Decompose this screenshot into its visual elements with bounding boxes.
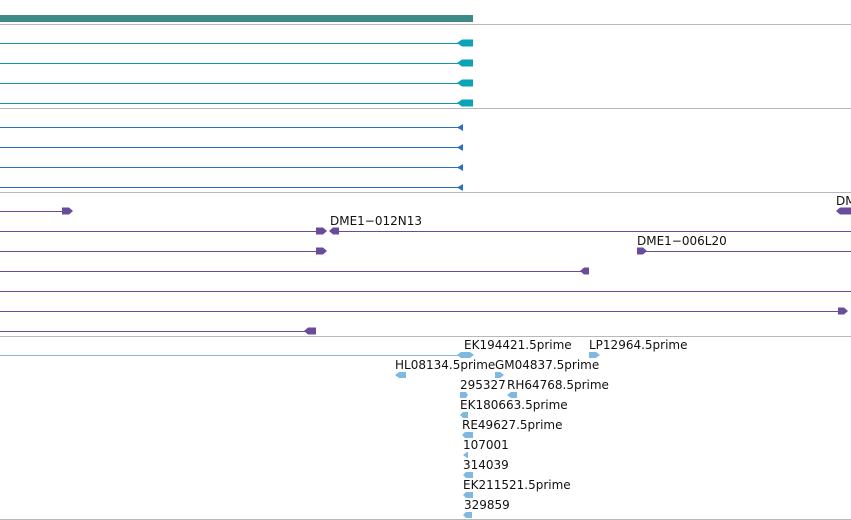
- est-feature[interactable]: [460, 412, 468, 418]
- clone-arrow: [838, 307, 848, 315]
- clone-arrow: [637, 247, 647, 255]
- track-cds: [0, 124, 463, 191]
- cds-arrow: [457, 164, 463, 171]
- transcript-exon-arrow: [457, 99, 473, 107]
- transcript-exon-arrow: [457, 39, 473, 47]
- est-label: LP12964.5prime: [589, 338, 688, 352]
- clone-label: DME1−012N13: [330, 214, 422, 228]
- est-feature[interactable]: [0, 352, 466, 358]
- clone-label: DM: [836, 194, 851, 208]
- track-gene: [0, 15, 473, 22]
- est-feature[interactable]: [463, 452, 468, 458]
- clone-feature[interactable]: [0, 247, 327, 255]
- clone-arrow: [329, 227, 339, 235]
- clone-arrow: [580, 267, 589, 275]
- est-label: EK211521.5prime: [463, 478, 571, 492]
- clone-feature[interactable]: [0, 267, 589, 275]
- est-label: 295327: [460, 378, 506, 392]
- transcript-feature[interactable]: [0, 39, 473, 47]
- est-feature[interactable]: [589, 352, 600, 358]
- clone-feature[interactable]: [0, 207, 73, 215]
- cds-feature[interactable]: [0, 164, 463, 171]
- clone-feature[interactable]: [637, 247, 851, 255]
- track-ests: EK194421.5prime LP12964.5prime HL08134.5…: [0, 338, 688, 518]
- clone-arrow: [316, 247, 327, 255]
- est-label: 107001: [463, 438, 509, 452]
- est-label: RE49627.5prime: [462, 418, 563, 432]
- est-label: EK180663.5prime: [460, 398, 568, 412]
- est-feature[interactable]: [395, 372, 406, 378]
- clone-arrow: [304, 327, 316, 335]
- clone-feature[interactable]: [836, 207, 851, 215]
- est-label: GM04837.5prime: [495, 358, 599, 372]
- est-label: EK194421.5prime: [464, 338, 572, 352]
- clone-feature[interactable]: [0, 227, 327, 235]
- est-arrow: [457, 352, 466, 358]
- clone-feature[interactable]: [0, 307, 848, 315]
- est-feature[interactable]: [463, 492, 473, 498]
- est-label: HL08134.5prime: [395, 358, 495, 372]
- track-clones: DM DME1−012N13 DME1−006L20: [0, 194, 851, 335]
- est-feature[interactable]: [495, 372, 504, 378]
- clone-feature[interactable]: [0, 327, 316, 335]
- clone-arrow: [836, 207, 851, 215]
- cds-arrow: [457, 144, 463, 151]
- cds-feature[interactable]: [0, 184, 463, 191]
- est-label: 314039: [463, 458, 509, 472]
- cds-arrow: [457, 184, 463, 191]
- est-feature[interactable]: [463, 472, 473, 478]
- clone-label: DME1−006L20: [637, 234, 727, 248]
- cds-feature[interactable]: [0, 124, 463, 131]
- est-feature[interactable]: [507, 392, 517, 398]
- transcript-feature[interactable]: [0, 59, 473, 67]
- cds-feature[interactable]: [0, 144, 463, 151]
- clone-arrow: [62, 207, 73, 215]
- cds-arrow: [457, 124, 463, 131]
- track-transcripts: [0, 39, 473, 107]
- transcript-exon-arrow: [457, 59, 473, 67]
- est-feature[interactable]: [465, 352, 474, 358]
- transcript-feature[interactable]: [0, 99, 473, 107]
- est-feature[interactable]: [460, 392, 468, 398]
- clone-arrow: [316, 227, 327, 235]
- transcript-exon-arrow: [457, 79, 473, 87]
- transcript-feature[interactable]: [0, 79, 473, 87]
- clone-feature[interactable]: [329, 227, 851, 235]
- gene-feature[interactable]: [0, 15, 473, 22]
- est-feature[interactable]: [462, 432, 473, 438]
- est-label: 329859: [464, 498, 510, 512]
- est-label: RH64768.5prime: [507, 378, 609, 392]
- est-feature[interactable]: [463, 512, 472, 518]
